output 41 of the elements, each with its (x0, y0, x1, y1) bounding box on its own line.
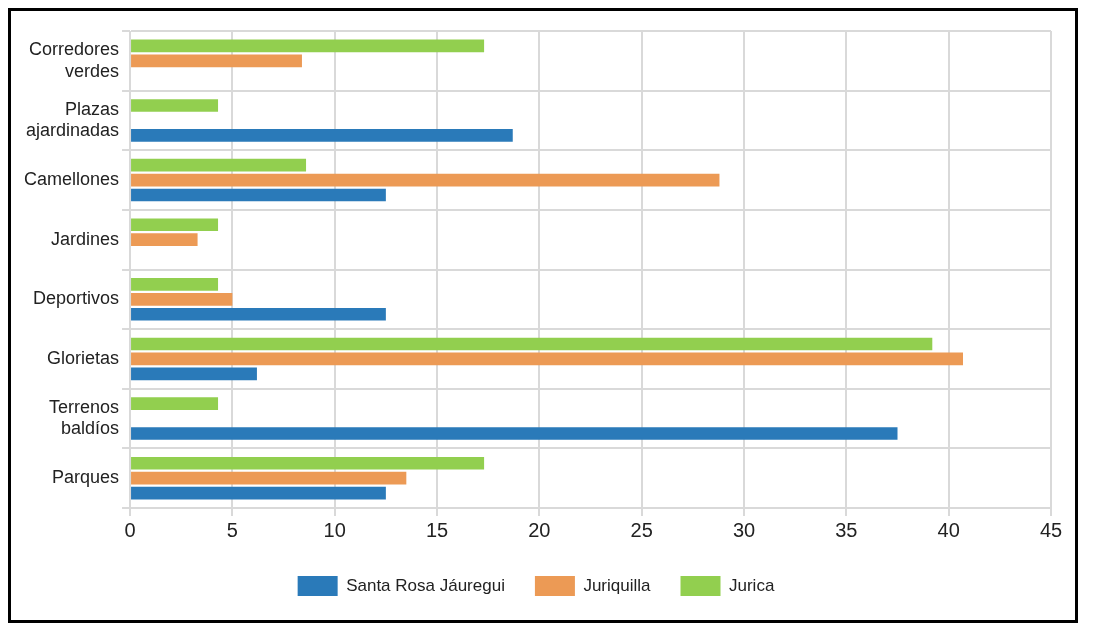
bar (131, 158, 307, 172)
bar (131, 233, 198, 247)
bar (131, 218, 219, 232)
bar (131, 367, 257, 381)
bar (131, 337, 933, 351)
y-tick-label: Jardines (51, 228, 120, 249)
legend-label: Jurica (729, 575, 775, 595)
bar (131, 129, 513, 142)
bar (131, 188, 386, 202)
x-tick-label: 0 (124, 518, 136, 541)
x-tick-label: 10 (323, 518, 346, 541)
y-tick-label: Deportivos (33, 288, 120, 309)
bar (131, 307, 386, 321)
legend-label: Juriquilla (583, 575, 652, 595)
x-tick-label: 30 (732, 518, 756, 541)
x-tick-label: 20 (528, 518, 551, 541)
bar (131, 471, 407, 485)
bar (131, 352, 963, 366)
bar (131, 292, 233, 306)
bar (131, 278, 219, 291)
y-tick-label: Parques (52, 467, 120, 488)
bar (131, 427, 898, 440)
x-tick-label: 45 (1039, 518, 1063, 541)
bar (131, 456, 485, 470)
bar (131, 173, 720, 187)
x-tick-label: 40 (937, 518, 960, 541)
x-tick-label: 25 (630, 518, 653, 541)
y-tick-label: Glorietas (47, 347, 120, 368)
legend-label: Santa Rosa Jáuregui (346, 575, 505, 595)
bar (131, 486, 386, 500)
y-tick-label: Camellones (24, 169, 120, 190)
x-tick-label: 35 (835, 518, 858, 541)
bar (131, 99, 219, 112)
x-tick-label: 5 (226, 518, 238, 541)
y-tick-label: Corredores verdes (29, 38, 120, 81)
bar (131, 54, 302, 68)
x-tick-label: 15 (425, 518, 449, 541)
bar (131, 397, 219, 410)
y-tick-label: Terrenos baldíos (49, 396, 120, 439)
y-tick-label: Plazas ajardinadas (25, 98, 120, 141)
bar (131, 39, 485, 53)
